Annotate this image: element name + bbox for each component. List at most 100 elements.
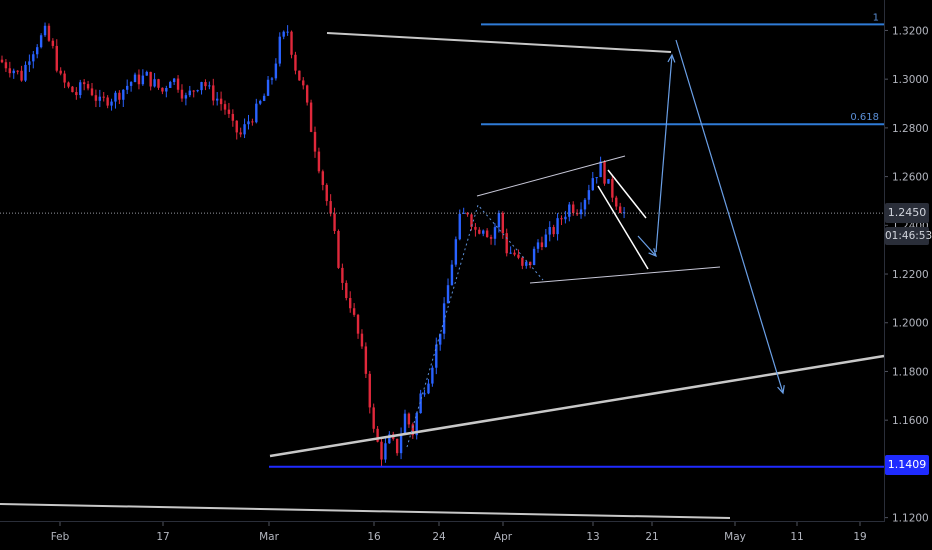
candle-body	[513, 252, 516, 255]
candle-body	[259, 100, 262, 104]
candle-body	[270, 78, 274, 80]
candle-body	[204, 82, 207, 87]
candle-body	[536, 242, 540, 249]
candle-body	[560, 218, 563, 220]
candle-body	[282, 31, 285, 37]
candle-body	[399, 434, 403, 454]
candle-body	[118, 92, 121, 100]
candle-body	[47, 25, 51, 41]
candle-body	[20, 70, 23, 81]
candle-body	[137, 74, 141, 85]
x-tick-label: May	[724, 531, 746, 543]
projection-dotted-path	[406, 203, 544, 448]
candle-body	[372, 407, 375, 429]
candle-body	[583, 199, 587, 210]
candle-body	[141, 75, 145, 85]
candle-body	[532, 248, 536, 266]
candle-body	[0, 59, 4, 63]
candle-body	[478, 229, 481, 234]
candle-body	[341, 267, 344, 283]
candle-body	[591, 178, 594, 191]
support-level-label: 1.1409	[885, 455, 929, 475]
candle-body	[548, 227, 551, 235]
y-tick-label: 1.2000	[892, 318, 929, 330]
candle-body	[28, 61, 31, 65]
resistance-trendline	[326, 32, 672, 53]
candle-body	[599, 161, 602, 178]
candle-body	[575, 213, 579, 215]
time-axis: Feb 17 Mar 16 24 Apr 13 21 May 11 19	[51, 522, 867, 543]
candle-body	[415, 413, 418, 436]
candle-body	[317, 151, 321, 172]
candle-body	[165, 87, 168, 92]
candle-body	[564, 216, 567, 220]
candle-body	[235, 120, 238, 133]
candle-body	[133, 74, 137, 83]
price-axis: 1.32001.30001.28001.26001.24001.22001.20…	[884, 25, 929, 525]
candle-body	[458, 213, 461, 240]
candle-body	[380, 441, 383, 460]
candle-body	[8, 68, 12, 74]
candle-body	[439, 333, 442, 345]
time-axis-divider	[0, 521, 884, 522]
candle-body	[294, 54, 297, 71]
candle-body	[364, 346, 368, 374]
y-tick-label: 1.3000	[892, 74, 929, 86]
candle-body	[544, 234, 548, 247]
candle-body	[376, 428, 379, 442]
candle-body	[505, 233, 508, 254]
candle-body	[122, 89, 125, 100]
candle-body	[98, 96, 102, 101]
candle-body	[239, 132, 242, 135]
candle-body	[568, 204, 571, 217]
candle-body	[153, 79, 156, 87]
candle-body	[450, 264, 454, 286]
candle-body	[435, 344, 438, 368]
candle-body	[442, 303, 446, 334]
candle-body	[102, 96, 105, 98]
candle-body	[611, 179, 614, 198]
candle-body	[466, 212, 469, 215]
candle-body	[39, 35, 43, 48]
candle-body	[485, 230, 489, 238]
candle-body	[149, 71, 152, 87]
candle-body	[192, 90, 195, 92]
candle-body	[298, 70, 301, 81]
candle-body	[368, 373, 371, 408]
candle-body	[145, 71, 148, 76]
candle-body	[63, 73, 66, 83]
y-tick-label: 1.2800	[892, 123, 929, 135]
projection-arrow	[637, 235, 657, 257]
candle-body	[419, 393, 422, 414]
candle-body	[345, 282, 348, 299]
candle-body	[313, 131, 317, 152]
candle-body	[305, 85, 309, 103]
candle-body	[489, 237, 493, 239]
candle-body	[395, 438, 399, 454]
candle-body	[349, 298, 352, 309]
candle-body	[528, 261, 532, 266]
candle-body	[43, 25, 47, 36]
candle-body	[184, 95, 188, 99]
projection-arrow	[655, 54, 673, 253]
candle-body	[407, 413, 411, 425]
x-tick-label: 17	[156, 531, 169, 543]
candle-body	[59, 70, 62, 74]
candle-body	[172, 78, 176, 83]
candle-body	[94, 95, 98, 101]
x-tick-label: 21	[645, 531, 658, 543]
candle-body	[90, 88, 94, 96]
candle-body	[161, 87, 164, 92]
candle-body	[615, 197, 618, 207]
channel-upper-line	[607, 169, 647, 219]
candle-body	[208, 85, 211, 87]
candlestick-series	[0, 22, 626, 467]
candle-body	[556, 218, 559, 235]
y-tick-label: 1.2200	[892, 269, 929, 281]
last-price-label: 1.2450	[885, 203, 929, 223]
candle-body	[219, 98, 223, 105]
candle-body	[337, 230, 340, 268]
x-tick-label: 19	[853, 531, 866, 543]
candle-body	[4, 62, 8, 69]
